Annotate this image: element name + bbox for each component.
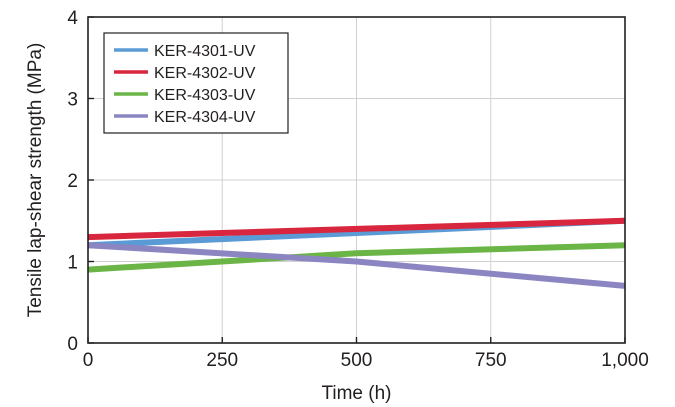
x-tick-label: 1,000 bbox=[601, 350, 649, 371]
x-tick-label: 250 bbox=[206, 350, 238, 371]
legend-label-4: KER-4304-UV bbox=[154, 109, 256, 126]
y-tick-label: 4 bbox=[67, 8, 78, 29]
y-tick-label: 2 bbox=[67, 171, 78, 192]
legend: KER-4301-UV KER-4302-UV KER-4303-UV KER-430… bbox=[103, 32, 289, 134]
series-line-2 bbox=[87, 217, 626, 241]
legend-label-1: KER-4301-UV bbox=[154, 43, 256, 60]
x-axis-title: Time (h) bbox=[321, 383, 391, 404]
series-line-3 bbox=[87, 242, 626, 273]
y-tick-label: 0 bbox=[67, 334, 78, 355]
axis-ticks: 0 250 500 750 1,000 0 1 2 3 4 bbox=[67, 8, 648, 371]
x-tick-label: 750 bbox=[475, 350, 507, 371]
x-tick-label: 500 bbox=[341, 350, 373, 371]
legend-label-3: KER-4303-UV bbox=[154, 87, 256, 104]
series-line-4 bbox=[87, 242, 626, 289]
x-tick-label: 0 bbox=[83, 350, 94, 371]
series-layer bbox=[87, 217, 626, 289]
y-tick-label: 3 bbox=[67, 90, 78, 111]
y-axis-title: Tensile lap-shear strength (MPa) bbox=[25, 43, 46, 318]
legend-label-2: KER-4302-UV bbox=[154, 65, 256, 82]
y-tick-label: 1 bbox=[67, 253, 78, 274]
